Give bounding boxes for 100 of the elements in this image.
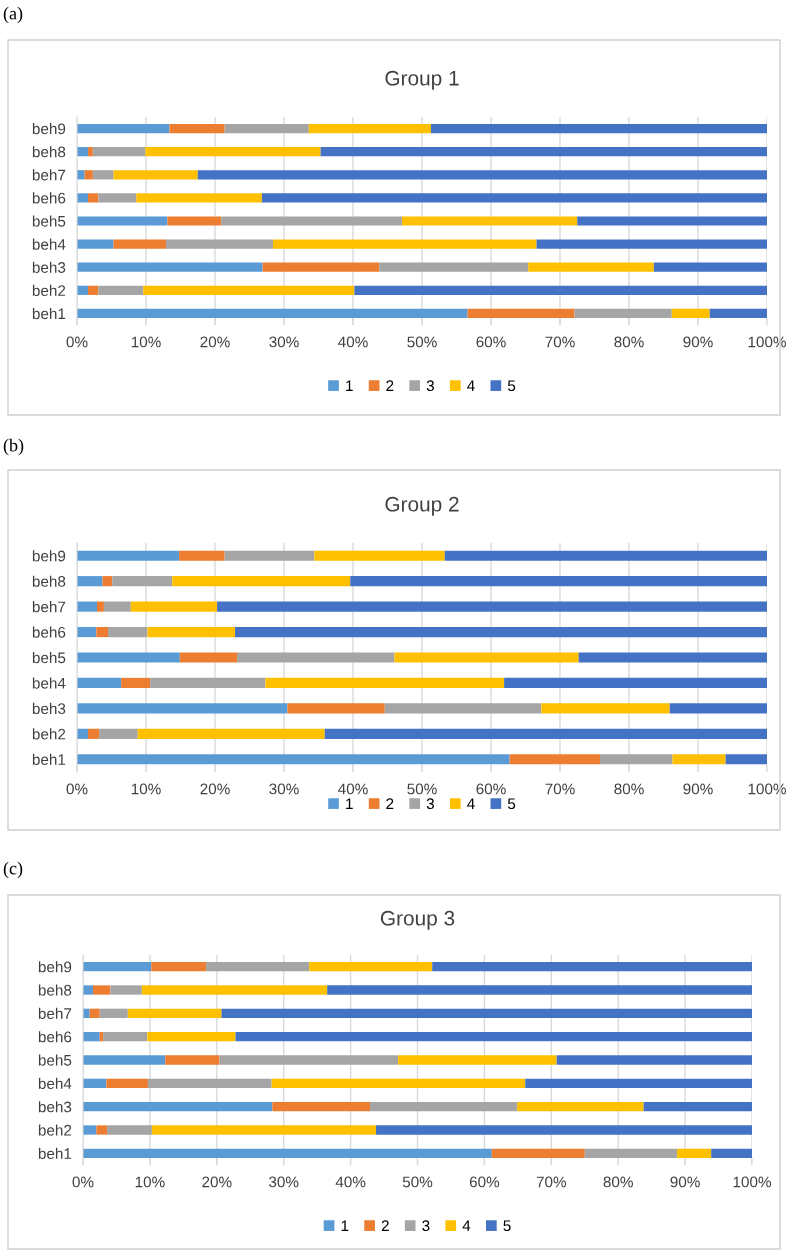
bar — [179, 652, 238, 663]
bar — [221, 1008, 752, 1018]
x-tick-label: 10% — [135, 1176, 165, 1188]
bar — [83, 1032, 100, 1042]
bar — [167, 216, 222, 226]
bar — [432, 962, 752, 972]
legend-label: 3 — [426, 380, 434, 392]
bar — [77, 550, 180, 561]
bar — [725, 754, 767, 765]
bar — [217, 601, 767, 612]
bar — [677, 1148, 712, 1158]
x-tick-label: 80% — [603, 1176, 633, 1188]
bar — [150, 677, 266, 689]
bar — [350, 576, 767, 587]
bar — [401, 216, 578, 226]
bar — [77, 677, 122, 689]
bar — [113, 239, 167, 249]
bar — [77, 170, 85, 180]
bar — [89, 1008, 100, 1018]
bar — [84, 170, 93, 180]
x-tick-label: 80% — [614, 336, 644, 348]
bar — [669, 703, 767, 714]
bar — [102, 576, 113, 587]
legend-label: 3 — [422, 1220, 430, 1232]
x-tick-label: 20% — [200, 336, 230, 348]
x-tick-label: 50% — [407, 783, 437, 795]
x-tick-label: 60% — [476, 336, 506, 348]
bar — [92, 170, 114, 180]
legend-label: 4 — [467, 380, 475, 391]
bar — [83, 985, 94, 995]
bar — [219, 1055, 399, 1065]
bar — [327, 985, 752, 995]
bar — [398, 1055, 557, 1065]
bar — [308, 123, 431, 134]
bar — [83, 1125, 97, 1135]
bar — [83, 1102, 273, 1112]
legend-label: 2 — [381, 1220, 389, 1231]
y-tick-label: beh3 — [38, 1101, 72, 1113]
y-tick-label: beh3 — [32, 261, 66, 273]
bar — [491, 1148, 585, 1158]
bar — [88, 728, 100, 739]
legend-label: 2 — [386, 798, 394, 809]
y-tick-label: beh4 — [32, 677, 66, 689]
bar — [541, 703, 670, 714]
bar — [324, 728, 767, 739]
bar — [127, 1008, 222, 1018]
bar — [172, 576, 351, 587]
bar — [88, 193, 99, 203]
bar — [262, 262, 380, 272]
chart-title: Group 2 — [385, 496, 459, 516]
y-tick-label: beh9 — [32, 550, 66, 562]
legend-label: 4 — [462, 1220, 471, 1231]
bar — [354, 285, 767, 295]
bar — [77, 703, 288, 714]
bar — [77, 262, 263, 272]
bar — [271, 1078, 526, 1088]
bar — [97, 601, 104, 612]
bar — [77, 308, 468, 319]
bar — [130, 601, 218, 612]
text: (b) — [3, 438, 24, 456]
y-tick-label: beh2 — [32, 284, 66, 297]
bar — [103, 1032, 148, 1042]
y-tick-label: beh9 — [32, 123, 66, 135]
x-tick-label: 40% — [338, 336, 368, 348]
x-tick-label: 40% — [338, 783, 368, 795]
x-tick-label: 50% — [402, 1176, 433, 1188]
x-tick-label: 0% — [66, 783, 88, 795]
bar — [151, 962, 207, 972]
bar — [528, 262, 654, 272]
y-tick-label: beh2 — [32, 728, 66, 740]
bar — [517, 1102, 644, 1112]
bar — [77, 626, 97, 638]
y-tick-label: beh8 — [32, 575, 66, 587]
x-tick-label: 30% — [269, 783, 299, 795]
bar — [235, 1032, 752, 1042]
y-tick-label: beh5 — [32, 215, 66, 227]
x-tick-label: 50% — [407, 336, 437, 348]
legend-label: 5 — [503, 1220, 511, 1232]
y-tick-label: beh8 — [32, 146, 66, 158]
bar — [197, 170, 767, 180]
x-tick-label: 60% — [469, 1176, 500, 1188]
y-tick-label: beh6 — [38, 1031, 72, 1043]
legend-label: 2 — [386, 380, 394, 391]
x-tick-label: 100% — [748, 783, 786, 795]
bar — [77, 193, 89, 203]
bar — [110, 985, 142, 995]
bar — [137, 728, 325, 739]
bar — [467, 308, 575, 319]
bar — [112, 576, 173, 587]
legend-label: 3 — [426, 798, 434, 810]
legend-label: 1 — [341, 1220, 349, 1231]
bar — [88, 285, 99, 295]
bar — [147, 626, 236, 638]
bar — [671, 308, 710, 319]
legend-label: 4 — [467, 798, 475, 809]
bar — [98, 193, 137, 203]
legend-label: 1 — [346, 380, 353, 391]
x-tick-label: 0% — [72, 1176, 94, 1188]
x-tick-label: 90% — [683, 336, 713, 348]
bar — [265, 677, 505, 689]
